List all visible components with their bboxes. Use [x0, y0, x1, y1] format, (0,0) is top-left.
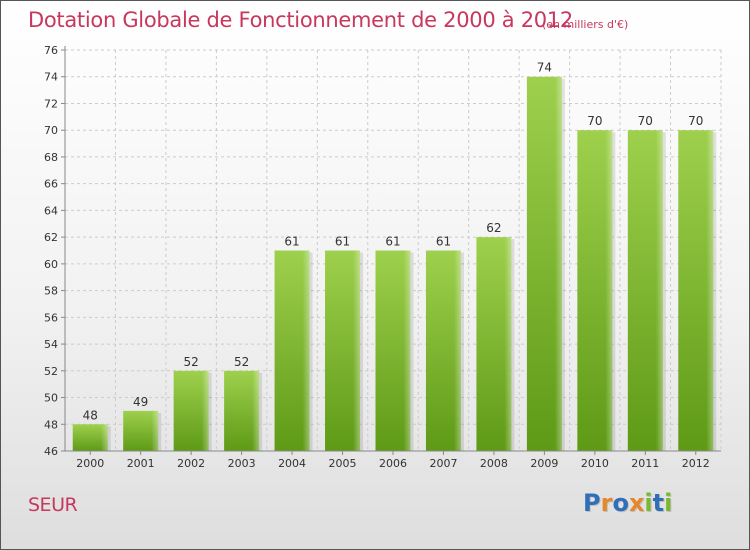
bar-highlight [526, 76, 562, 451]
data-label: 48 [83, 408, 98, 422]
logo-letter: o [612, 489, 629, 517]
chart-title: Dotation Globale de Fonctionnement de 20… [28, 8, 573, 32]
x-tick-label: 2010 [581, 457, 609, 470]
data-label: 70 [688, 114, 703, 128]
logo-letter: t [652, 489, 665, 517]
data-label: 49 [133, 395, 148, 409]
data-label: 61 [436, 235, 451, 249]
y-tick-label: 74 [44, 71, 58, 84]
x-tick-label: 2012 [682, 457, 710, 470]
data-label: 62 [486, 221, 501, 235]
x-tick-label: 2008 [480, 457, 508, 470]
y-tick-label: 54 [44, 338, 58, 351]
bar-highlight [627, 130, 663, 451]
data-label: 61 [385, 235, 400, 249]
x-tick-label: 2000 [76, 457, 104, 470]
bar-highlight [375, 250, 411, 451]
x-tick-label: 2011 [631, 457, 659, 470]
bar-highlight [123, 410, 159, 451]
logo-letter: x [628, 489, 645, 517]
proxiti-logo: Proxiti [583, 489, 672, 517]
bar-highlight [173, 370, 209, 451]
data-label: 52 [234, 355, 249, 369]
x-tick-label: 2009 [530, 457, 558, 470]
chart-unit: (en milliers d'€) [542, 18, 629, 31]
y-tick-label: 66 [44, 178, 58, 191]
logo-letter: P [583, 489, 601, 517]
data-label: 70 [638, 114, 653, 128]
commune-name: SEUR [28, 494, 78, 516]
x-tick-label: 2004 [278, 457, 306, 470]
y-tick-label: 58 [44, 285, 58, 298]
bar-highlight [678, 130, 714, 451]
y-tick-label: 48 [44, 418, 58, 431]
y-tick-label: 72 [44, 97, 58, 110]
bar-highlight [224, 370, 260, 451]
y-tick-label: 60 [44, 258, 58, 271]
bar-highlight [72, 424, 108, 451]
x-tick-label: 2001 [127, 457, 155, 470]
y-tick-label: 68 [44, 151, 58, 164]
y-tick-label: 70 [44, 124, 58, 137]
x-tick-label: 2005 [329, 457, 357, 470]
data-label: 61 [335, 235, 350, 249]
y-tick-label: 46 [44, 445, 58, 458]
y-tick-label: 50 [44, 392, 58, 405]
y-tick-label: 56 [44, 311, 58, 324]
logo-letter: i [664, 489, 673, 517]
logo-letter: i [644, 489, 653, 517]
y-tick-label: 62 [44, 231, 58, 244]
logo-letter: r [600, 489, 613, 517]
x-tick-label: 2003 [228, 457, 256, 470]
bar-highlight [476, 237, 512, 451]
x-tick-label: 2002 [177, 457, 205, 470]
data-label: 52 [184, 355, 199, 369]
data-label: 74 [537, 61, 552, 75]
data-label: 61 [284, 235, 299, 249]
bar-highlight [274, 250, 310, 451]
y-tick-label: 76 [44, 44, 58, 57]
bar-highlight [425, 250, 461, 451]
data-label: 70 [587, 114, 602, 128]
x-tick-label: 2006 [379, 457, 407, 470]
x-tick-label: 2007 [429, 457, 457, 470]
bar-highlight [577, 130, 613, 451]
y-tick-label: 64 [44, 204, 58, 217]
bar-highlight [325, 250, 361, 451]
y-tick-label: 52 [44, 365, 58, 378]
